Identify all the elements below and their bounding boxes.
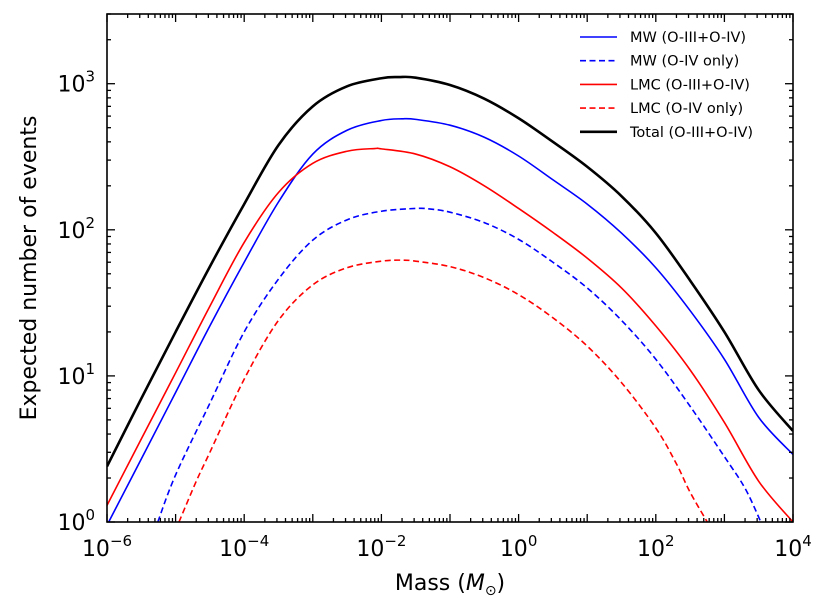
x-tick-label: 10−4: [219, 532, 269, 562]
y-tick-label: 102: [57, 214, 95, 244]
x-tick-label-exponent: 0: [528, 532, 538, 550]
legend-label-lmc-o-iii-o-iv: LMC (O-III+O-IV): [630, 77, 750, 93]
x-tick-label-base: 10: [82, 537, 110, 562]
x-tick-label-exponent: 4: [802, 532, 812, 550]
plot-area: [107, 14, 793, 522]
legend-label-total-o-iii-o-iv: Total (O-III+O-IV): [629, 125, 753, 141]
y-tick-label: 100: [57, 506, 95, 536]
series-line-mw-o-iv-only: [157, 207, 762, 522]
y-tick-label-exponent: 1: [85, 360, 95, 378]
y-tick-label-exponent: 3: [85, 68, 95, 86]
x-tick-label-exponent: −2: [384, 532, 406, 550]
y-tick-label-base: 10: [57, 73, 85, 98]
series-layer: [107, 75, 793, 522]
y-tick-label-exponent: 2: [85, 214, 95, 232]
y-tick-label-exponent: 0: [85, 506, 95, 524]
y-tick-label-base: 10: [57, 219, 85, 244]
y-axis-title: Expected number of events: [17, 116, 42, 421]
x-tick-label: 10−2: [356, 532, 406, 562]
series-line-mw-o-iii-o-iv: [107, 117, 793, 522]
x-tick-label-exponent: 2: [665, 532, 675, 550]
y-tick-label-base: 10: [57, 365, 85, 390]
legend-label-mw-o-iv-only: MW (O-IV only): [630, 54, 739, 70]
x-axis-title-subscript: ⊙: [485, 583, 497, 599]
x-tick-label-base: 10: [774, 537, 802, 562]
x-tick-label-base: 10: [637, 537, 665, 562]
y-tick-label: 103: [57, 68, 95, 98]
x-tick-label-base: 10: [500, 537, 528, 562]
legend-label-mw-o-iii-o-iv: MW (O-III+O-IV): [630, 30, 746, 46]
x-axis-title-symbol: M: [466, 571, 485, 596]
x-tick-label: 104: [774, 532, 812, 562]
y-tick-label: 101: [57, 360, 95, 390]
series-line-lmc-o-iv-only: [178, 259, 709, 522]
x-axis-title-main: Mass (: [395, 571, 466, 596]
plot-frame: [106, 13, 794, 523]
x-tick-label-base: 10: [356, 537, 384, 562]
x-tick-label-exponent: −4: [247, 532, 269, 550]
legend: MW (O-III+O-IV) MW (O-IV only) LMC (O-III+…: [580, 30, 753, 141]
x-tick-label: 100: [500, 532, 538, 562]
series-line-total-o-iii-o-iv: [107, 75, 793, 468]
x-axis-title-close: ): [497, 571, 506, 596]
x-tick-label-base: 10: [219, 537, 247, 562]
series-line-lmc-o-iii-o-iv: [107, 147, 793, 522]
x-axis-title: Mass (M⊙): [395, 571, 505, 599]
y-tick-label-base: 10: [57, 511, 85, 536]
x-tick-label-exponent: −6: [110, 532, 132, 550]
x-tick-label: 10−6: [82, 532, 132, 562]
x-tick-label: 102: [637, 532, 675, 562]
legend-label-lmc-o-iv-only: LMC (O-IV only): [630, 101, 743, 117]
